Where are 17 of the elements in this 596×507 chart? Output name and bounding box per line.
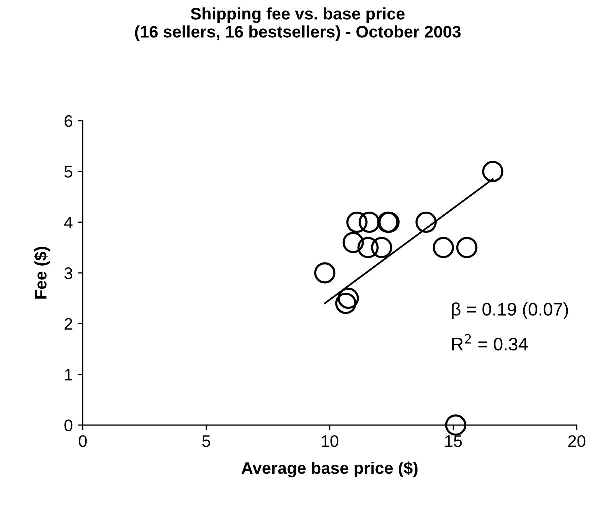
y-tick-label: 6 <box>64 115 73 128</box>
y-tick-label: 4 <box>64 217 73 228</box>
x-tick-label: 10 <box>322 435 339 448</box>
y-tick-label: 1 <box>65 369 72 381</box>
x-tick-label: 20 <box>568 435 586 448</box>
y-axis-title: Fee ($) <box>34 247 50 299</box>
annotation: β = 0.19 (0.07) <box>452 302 568 320</box>
x-tick-label: 15 <box>446 436 462 448</box>
y-tick-label: 2 <box>64 318 72 330</box>
x-axis-title: Average base price ($) <box>242 462 418 478</box>
x-tick-label: 0 <box>79 435 87 448</box>
annotation: R$^{2}$ = 0.34 <box>452 334 528 351</box>
x-tick-label: 5 <box>202 436 210 448</box>
chart-title: Shipping fee vs. base price (16 sellers, 16 bestsellers) - October 2003 <box>135 8 461 42</box>
y-tick-label: 5 <box>64 166 73 178</box>
y-tick-label: 3 <box>64 268 73 280</box>
y-tick-label: 0 <box>64 420 73 432</box>
